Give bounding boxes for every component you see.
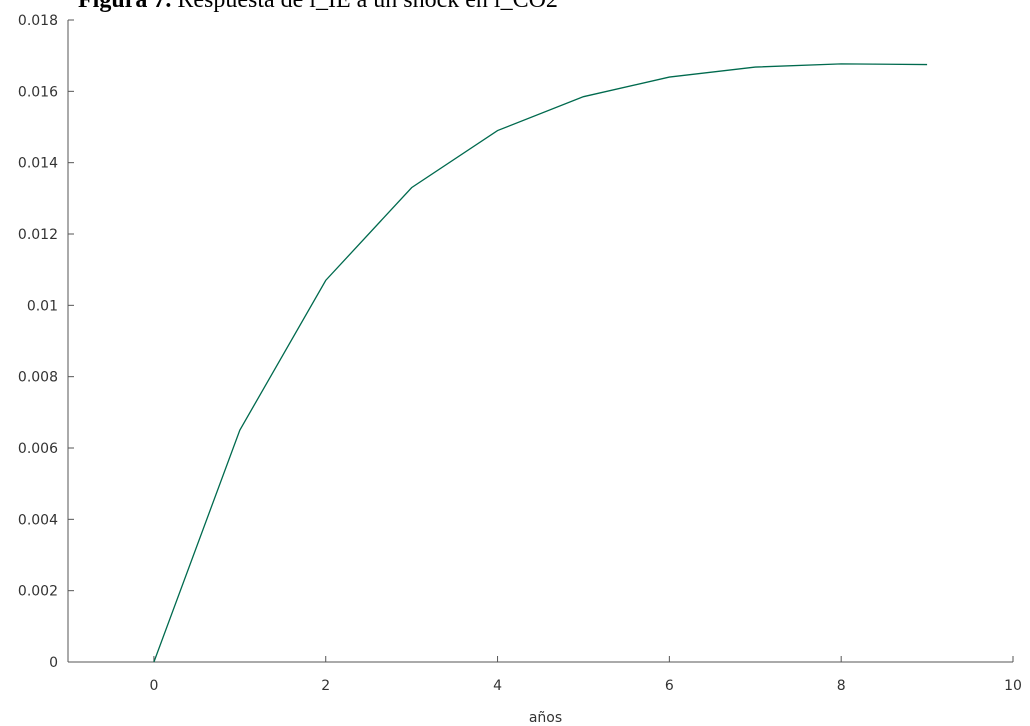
x-tick-label: 6 [665,678,674,694]
y-tick-label: 0.004 [18,512,58,528]
series-group [153,63,928,663]
y-tick-label: 0.008 [18,370,58,386]
y-tick-label: 0.01 [27,298,58,314]
axes [67,20,1013,663]
y-tick-label: 0.012 [18,227,58,243]
y-tick-label: 0.002 [18,584,58,600]
x-tick-label: 4 [493,678,502,694]
figure-title: Figura 7. Respuesta de l_IE a un shock e… [78,0,558,15]
y-tick-label: 0.016 [18,84,58,100]
ticks: 0 0.002 0.004 0.006 0.008 0.01 0.012 0.014 0.016… [18,13,1022,694]
y-tick-label: 0.018 [18,13,58,29]
x-tick-label: 8 [837,678,846,694]
y-tick-label: 0 [49,655,58,671]
x-axis-label: años [529,710,562,726]
x-tick-label: 2 [321,678,330,694]
y-tick-label: 0.014 [18,156,58,172]
figure-caption: Respuesta de l_IE a un shock en l_CO2 [177,0,558,13]
x-tick-label: 0 [149,678,158,694]
y-tick-label: 0.006 [18,441,58,457]
series-line [153,63,928,663]
x-tick-label: 10 [1004,678,1022,694]
figure-label: Figura 7. [78,0,172,13]
